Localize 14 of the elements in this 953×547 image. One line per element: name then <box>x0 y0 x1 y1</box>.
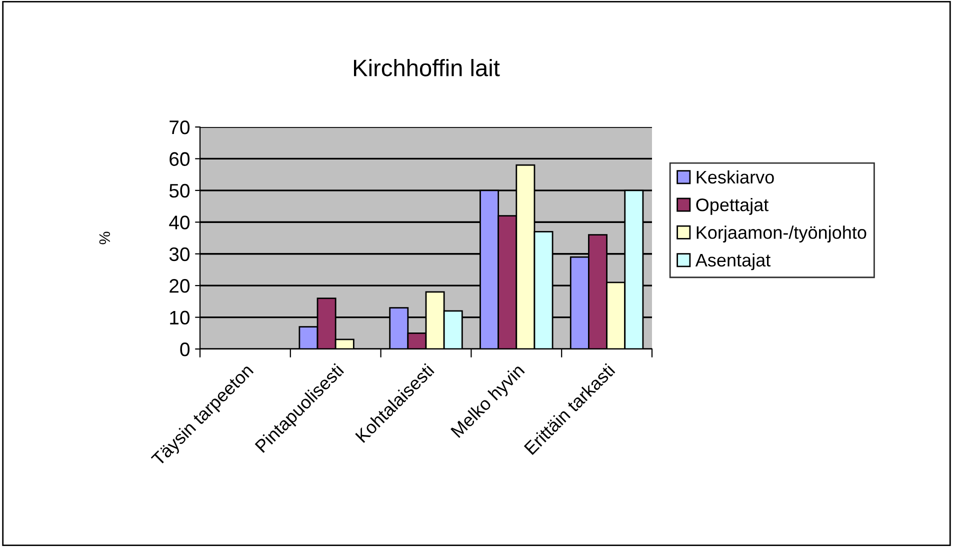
legend-label: Opettajat <box>696 198 768 215</box>
legend-label: Asentajat <box>695 253 771 270</box>
y-tick-label: 50 <box>169 184 190 198</box>
y-tick-label: 70 <box>170 120 190 134</box>
y-tick-label: 40 <box>169 216 190 230</box>
legend-label: Keskiarvo <box>696 170 774 184</box>
y-tick-label: 0 <box>180 342 190 356</box>
y-tick-label: 30 <box>169 247 190 262</box>
y-tick-label: 20 <box>170 279 190 293</box>
y-tick-label: 60 <box>170 152 190 166</box>
y-axis-title: % <box>99 232 110 244</box>
chart-title: Kirchhoffin lait <box>354 58 500 76</box>
legend-label: Korjaamon-/työnjohto <box>696 226 866 242</box>
y-tick-label: 10 <box>170 310 190 325</box>
